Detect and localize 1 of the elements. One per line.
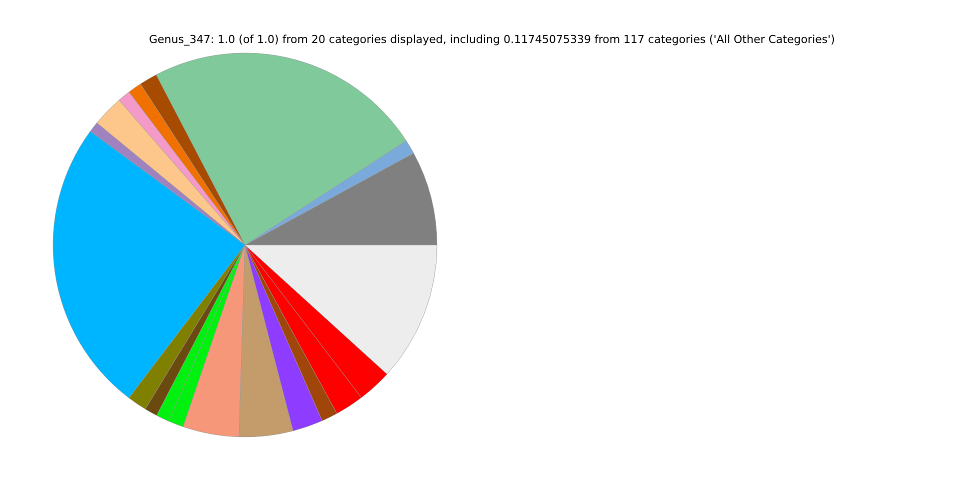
text: Genus_347: 1.0 (of 1.0) from 20 categories displayed, including 0.11745075339 from 117 categories ('All Other Categories') (148, 33, 836, 46)
